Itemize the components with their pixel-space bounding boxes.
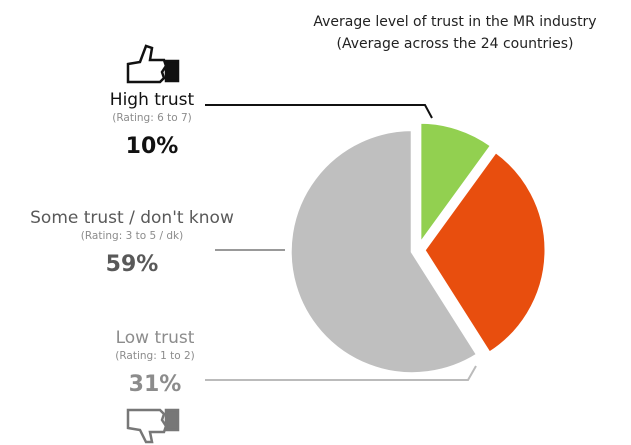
category-label: Some trust / don't know — [30, 208, 234, 228]
thumbs-down-icon — [126, 408, 180, 444]
thumbs-up-icon — [126, 44, 180, 84]
connector-line — [205, 365, 477, 381]
value-label: 59% — [106, 252, 159, 277]
pie-slice — [288, 128, 480, 376]
value-label: 10% — [126, 134, 179, 159]
chart-subtitle: (Average across the 24 countries) — [337, 36, 574, 52]
value-label: 31% — [129, 372, 182, 397]
pie-slice — [418, 120, 494, 249]
connector-line — [205, 104, 433, 119]
category-label: High trust — [110, 90, 195, 110]
category-label: Low trust — [116, 328, 195, 348]
pie-slice — [422, 149, 548, 356]
category-note: (Rating: 6 to 7) — [112, 112, 192, 124]
category-note: (Rating: 1 to 2) — [115, 350, 195, 362]
chart-title: Average level of trust in the MR industr… — [313, 14, 596, 30]
category-note: (Rating: 3 to 5 / dk) — [81, 230, 183, 242]
